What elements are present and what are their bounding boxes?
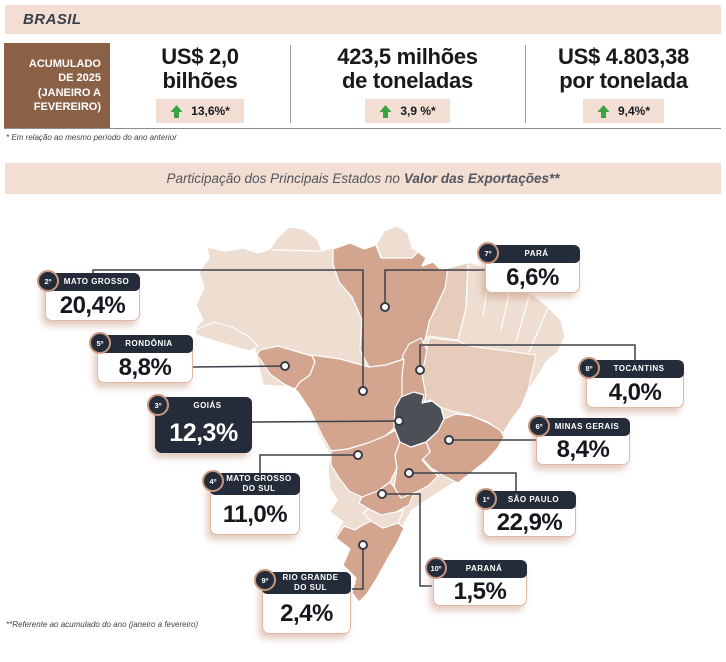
state-share-value: 12,3% [169, 419, 238, 447]
state-callout-goias: 3º GOIÁS 12,3% [147, 394, 252, 453]
period-line: (JANEIRO A [37, 86, 101, 99]
state-callout-mato-grosso-do-sul: 4º MATO GROSSO DO SUL 11,0% [202, 470, 300, 535]
rank-badge: 1º [475, 488, 497, 510]
map-state-parana [358, 481, 415, 516]
increase-arrow-icon [170, 104, 183, 118]
state-name: GOIÁS [155, 397, 252, 415]
state-callout-tocantins: 8º TOCANTINS 4,0% [578, 357, 684, 408]
state-callout-rio-grande-do-sul: 9º RIO GRANDE DO SUL 2,4% [254, 569, 351, 634]
rank-badge: 3º [147, 394, 169, 416]
stat-divider [525, 45, 526, 123]
state-callout-sao-paulo: 1º SÃO PAULO 22,9% [475, 488, 576, 537]
map-state-acre [195, 321, 259, 352]
state-name: SÃO PAULO [483, 491, 576, 509]
map-marker-dots [280, 302, 454, 550]
change-value: 9,4%* [617, 104, 651, 119]
state-callout-parana: 10º PARANÁ 1,5% [425, 557, 527, 606]
stat-price-per-ton: US$ 4.803,38 por tonelada 9,4%* [527, 45, 720, 128]
change-badge: 3,9 %* [365, 99, 450, 124]
stat-export-volume: 423,5 milhões de toneladas 3,9 %* [292, 45, 523, 128]
map-section-title-bold: Valor das Exportações** [403, 171, 560, 186]
state-share-value: 8,4% [556, 436, 610, 463]
state-share-value: 2,4% [280, 599, 333, 627]
state-name: PARÁ [485, 245, 580, 263]
region-banner: BRASIL [5, 5, 721, 34]
map-state-goias [393, 391, 445, 448]
state-name: MINAS GERAIS [536, 418, 630, 436]
state-callout-mato-grosso: 2º MATO GROSSO 20,4% [37, 270, 140, 321]
rank-badge: 6º [528, 415, 550, 437]
map-state-sao-paulo [393, 441, 439, 499]
connector-lines [92, 269, 636, 590]
map-marker-dot [358, 540, 368, 550]
footnote-reference: **Referente ao acumulado do ano (janeiro… [6, 620, 199, 629]
stat-value-line1: 423,5 milhões [337, 44, 478, 69]
period-badge: ACUMULADO DE 2025 (JANEIRO A FEVEREIRO) [4, 43, 110, 128]
stat-value-line2: por tonelada [559, 67, 688, 93]
divider-line [4, 128, 721, 129]
map-state-rio-grande-do-sul [335, 520, 405, 603]
stat-value-line1: US$ 4.803,38 [558, 44, 689, 69]
map-marker-dot [353, 450, 363, 460]
state-share-value: 22,9% [496, 509, 563, 536]
state-share-value: 8,8% [118, 353, 172, 381]
change-badge: 13,6%* [156, 99, 244, 124]
state-share-value: 11,0% [222, 500, 288, 528]
stat-export-value: US$ 2,0 bilhões 13,6%* [112, 45, 288, 128]
stat-value-line1: US$ 2,0 [161, 44, 239, 69]
map-marker-dot [404, 468, 414, 478]
state-share-value: 4,0% [608, 378, 662, 406]
map-section-title: Participação dos Principais Estados no V… [5, 163, 721, 194]
state-name: RONDÔNIA [97, 335, 193, 353]
rank-badge: 2º [37, 270, 59, 292]
state-name: RIO GRANDE DO SUL [262, 572, 351, 594]
map-marker-dot [377, 489, 387, 499]
rank-badge: 8º [578, 357, 600, 379]
change-badge: 9,4%* [582, 99, 665, 124]
rank-badge: 9º [254, 569, 276, 591]
state-name: TOCANTINS [586, 360, 684, 378]
map-section-title-regular: Participação dos Principais Estados no [166, 171, 400, 186]
map-state-santa-catarina [362, 508, 405, 529]
map-marker-dot [394, 416, 404, 426]
rank-badge: 10º [425, 557, 447, 579]
state-callout-para: 7º PARÁ 6,6% [477, 242, 580, 293]
map-marker-dot [280, 361, 290, 371]
map-state-para [332, 242, 449, 368]
rank-badge: 4º [202, 470, 224, 492]
region-title: BRASIL [23, 11, 82, 28]
stat-value-line2: de toneladas [342, 67, 473, 93]
state-callout-rondonia: 5º RONDÔNIA 8,8% [89, 332, 193, 383]
map-marker-dot [444, 435, 454, 445]
change-value: 3,9 %* [400, 104, 436, 119]
map-marker-dot [380, 302, 390, 312]
increase-arrow-icon [597, 104, 610, 118]
rank-badge: 7º [477, 242, 499, 264]
increase-arrow-icon [379, 104, 392, 118]
brazil-map [92, 225, 636, 604]
state-share-value: 20,4% [59, 291, 126, 319]
state-share-value: 6,6% [506, 263, 559, 291]
period-line: ACUMULADO [28, 57, 101, 70]
footnote-period: * Em relação ao mesmo período do ano ant… [6, 133, 177, 142]
rank-badge: 5º [89, 332, 111, 354]
map-marker-dot [415, 365, 425, 375]
state-callout-minas-gerais: 6º MINAS GERAIS 8,4% [528, 415, 630, 465]
state-share-value: 1,5% [453, 578, 507, 605]
period-line: DE 2025 [58, 72, 101, 85]
state-name: MATO GROSSO DO SUL [210, 473, 300, 495]
change-value: 13,6%* [191, 104, 230, 119]
map-marker-dot [358, 386, 368, 396]
stat-divider [290, 45, 291, 123]
period-line: FEVEREIRO) [33, 100, 101, 113]
state-name: PARANÁ [433, 560, 527, 578]
state-name: MATO GROSSO [45, 273, 140, 291]
stat-value-line2: bilhões [162, 67, 238, 93]
